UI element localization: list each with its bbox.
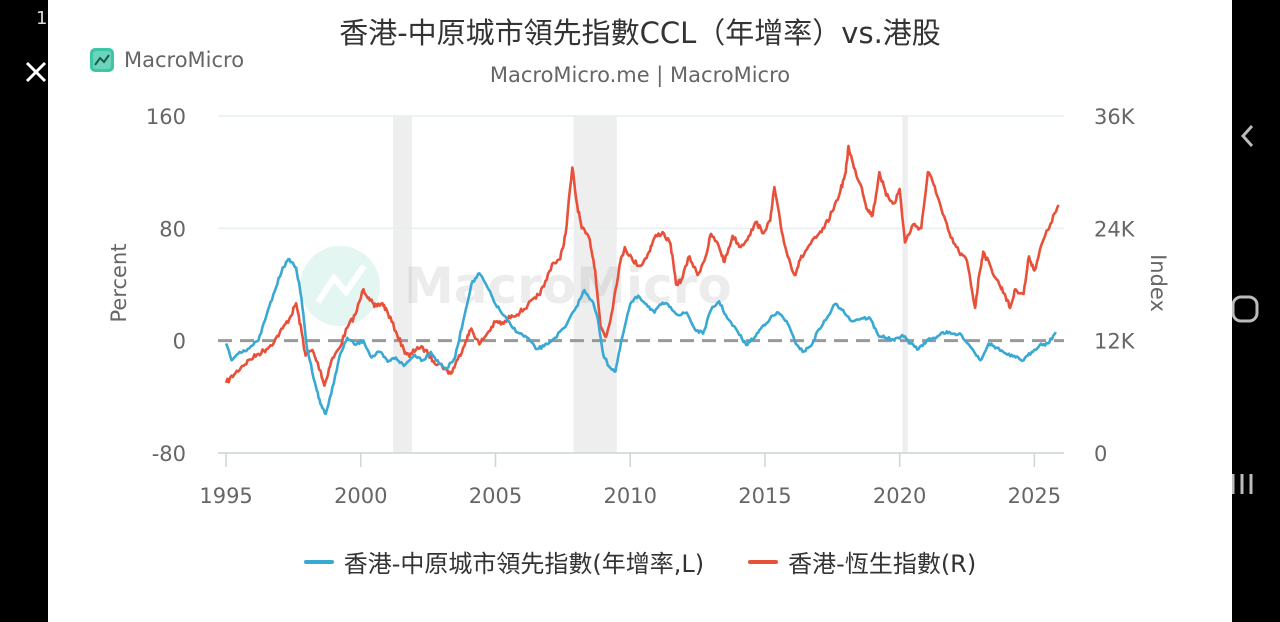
x-tick-label: 2005 xyxy=(469,484,522,508)
close-icon xyxy=(25,61,47,83)
x-tick-label: 1995 xyxy=(199,484,252,508)
series-line-hang-seng xyxy=(224,144,1060,387)
x-tick-label: 2015 xyxy=(738,484,791,508)
chart-legend: 香港-中原城市領先指數(年增率,L) 香港-恆生指數(R) xyxy=(48,544,1232,579)
y-right-tick-label: 0 xyxy=(1094,442,1107,466)
home-icon xyxy=(1231,295,1259,323)
close-button[interactable] xyxy=(22,58,50,86)
back-button[interactable] xyxy=(1232,112,1280,160)
recession-band-1 xyxy=(393,116,412,453)
recent-apps-button[interactable] xyxy=(1231,460,1280,508)
y-left-tick-label: 80 xyxy=(159,217,186,241)
y-left-tick-label: 0 xyxy=(173,330,186,354)
y-axis-left-label: Percent xyxy=(107,243,131,322)
watermark-logo-icon xyxy=(300,246,380,326)
legend-swatch-ccl xyxy=(303,559,334,564)
line-chart: MacroMicro 1995 2000 2005 2010 2015 2020 2025 … xyxy=(107,105,1170,508)
x-tick-label: 2025 xyxy=(1008,484,1061,508)
y-axis-right-label: Index xyxy=(1146,254,1170,312)
chart-subtitle: MacroMicro.me | MacroMicro xyxy=(489,63,791,87)
legend-label-hsi: 香港-恆生指數(R) xyxy=(788,550,977,578)
watermark-text: MacroMicro xyxy=(404,257,732,315)
chart-title: 香港-中原城市領先指數CCL（年增率）vs.港股 xyxy=(339,16,941,50)
x-tick-label: 2010 xyxy=(603,484,656,508)
legend-item-ccl[interactable]: 香港-中原城市領先指數(年增率,L) xyxy=(303,544,705,579)
chart-panel: MacroMicro 香港-中原城市領先指數CCL（年增率）vs.港股 Macr… xyxy=(48,0,1232,622)
series-line-ccl-yoy xyxy=(224,257,1057,415)
legend-swatch-hsi xyxy=(748,559,779,564)
y-left-tick-label: 160 xyxy=(146,105,186,129)
y-right-tick-label: 24K xyxy=(1094,217,1136,241)
y-right-tick-label: 12K xyxy=(1094,330,1136,354)
x-tick-label: 2000 xyxy=(334,484,387,508)
home-button[interactable] xyxy=(1231,285,1280,333)
recession-band-3 xyxy=(902,116,908,453)
y-right-tick-label: 36K xyxy=(1094,105,1136,129)
macromicro-logo-icon xyxy=(90,48,114,72)
status-bar-indicator: 1 xyxy=(36,8,48,29)
legend-label-ccl: 香港-中原城市領先指數(年增率,L) xyxy=(343,550,705,578)
navigation-bar xyxy=(1231,0,1280,622)
recent-apps-icon xyxy=(1231,474,1253,494)
chevron-left-icon xyxy=(1240,124,1254,148)
legend-item-hsi[interactable]: 香港-恆生指數(R) xyxy=(748,544,976,579)
y-left-tick-label: -80 xyxy=(152,442,186,466)
x-tick-label: 2020 xyxy=(873,484,926,508)
brand-name: MacroMicro xyxy=(124,48,245,72)
brand: MacroMicro xyxy=(90,48,244,72)
